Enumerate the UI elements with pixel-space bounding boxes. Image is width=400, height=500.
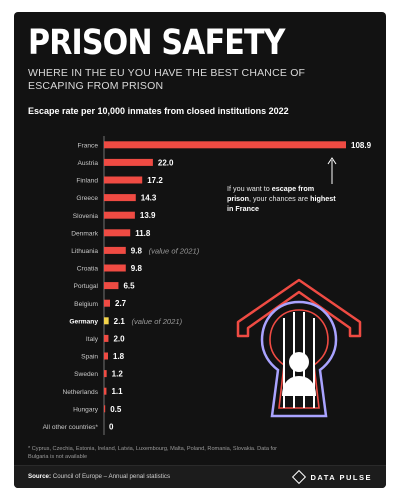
value-label: 14.3 xyxy=(141,194,157,203)
category-label: Greece xyxy=(76,195,98,202)
category-label: Denmark xyxy=(71,230,98,237)
brand-name: DATA PULSE xyxy=(310,472,372,482)
category-label: All other countries* xyxy=(43,424,99,431)
page-title: PRISON SAFETY xyxy=(28,23,285,63)
value-label: 1.1 xyxy=(111,387,123,396)
bar-netherlands xyxy=(104,387,107,395)
category-label: Belgium xyxy=(74,301,98,308)
value-label: 0.5 xyxy=(110,405,122,414)
value-label: 11.8 xyxy=(135,229,151,238)
category-label: Finland xyxy=(76,178,98,185)
bar-portugal xyxy=(104,282,119,290)
value-label: 9.8 xyxy=(131,264,143,273)
category-label: Netherlands xyxy=(62,389,98,396)
source-label: Source: xyxy=(28,473,52,480)
category-label: France xyxy=(77,142,98,149)
bar-spain xyxy=(104,352,108,360)
footer: Source: Council of Europe – Annual penal… xyxy=(14,465,386,488)
bar-italy xyxy=(104,334,109,342)
value-label: 13.9 xyxy=(140,211,156,220)
bar-belgium xyxy=(104,299,110,307)
source-value: Council of Europe – Annual penal statist… xyxy=(51,473,171,480)
category-label: Germany xyxy=(69,318,98,325)
bar-denmark xyxy=(104,229,131,237)
bar-lithuania xyxy=(104,246,126,254)
value-label: 1.8 xyxy=(113,352,125,361)
value-note: (value of 2021) xyxy=(131,317,182,326)
value-note: (value of 2021) xyxy=(149,246,200,255)
bar-hungary xyxy=(104,405,106,413)
bar-sweden xyxy=(104,370,107,378)
keyhole-frame xyxy=(260,300,338,418)
category-label: Croatia xyxy=(77,266,99,273)
value-label: 108.9 xyxy=(351,141,372,150)
category-label: Austria xyxy=(77,160,98,167)
value-label: 22.0 xyxy=(158,158,174,167)
annotation-text-2: , your chances are xyxy=(248,194,311,203)
category-label: Slovenia xyxy=(73,213,99,220)
escape-rate-bar-chart: France 108.9 Austria 22.0 Finland 17.2 Greece 1… xyxy=(43,136,372,435)
category-label: Italy xyxy=(86,336,99,343)
value-label: 0 xyxy=(109,422,114,431)
value-label: 17.2 xyxy=(147,176,163,185)
roof-shape xyxy=(236,278,362,338)
bar-greece xyxy=(104,194,136,202)
bar-france xyxy=(104,141,346,149)
person-head xyxy=(289,352,309,372)
annotation-bold-1: escape from prison xyxy=(227,184,315,203)
brand-logo: DATA PULSE xyxy=(292,469,372,485)
chart-title: Escape rate per 10,000 inmates from clos… xyxy=(28,106,289,116)
france-annotation: If you want to escape from prison, your … xyxy=(227,184,337,214)
source-text: Source: Council of Europe – Annual penal… xyxy=(28,473,170,480)
category-label: Portugal xyxy=(73,283,98,290)
bar-croatia xyxy=(104,264,126,272)
value-label: 2.1 xyxy=(114,317,126,326)
value-label: 9.8 xyxy=(131,246,143,255)
category-label: Sweden xyxy=(74,371,98,378)
value-label: 2.0 xyxy=(113,334,125,343)
value-label: 6.5 xyxy=(123,282,135,291)
prison-keyhole-icon xyxy=(236,278,362,418)
annotation-text-1: If you want to xyxy=(227,184,272,193)
footnote: * Cyprus, Czechia, Estonia, Ireland, Lat… xyxy=(28,446,278,460)
value-label: 1.2 xyxy=(112,370,124,379)
bar-austria xyxy=(104,158,153,166)
annotation-arrow xyxy=(327,157,337,184)
person-body xyxy=(282,376,316,396)
bar-germany xyxy=(104,317,109,325)
bar-slovenia xyxy=(104,211,135,219)
category-label: Spain xyxy=(81,354,98,361)
category-label: Lithuania xyxy=(71,248,98,255)
annotation-bold-2: highest in France xyxy=(227,194,336,213)
infographic-card: PRISON SAFETY WHERE IN THE EU YOU HAVE T… xyxy=(14,12,386,488)
bar-finland xyxy=(104,176,143,184)
page-subtitle: WHERE IN THE EU YOU HAVE THE BEST CHANCE… xyxy=(28,67,306,92)
keyhole-inner xyxy=(269,309,329,409)
brand-diamond-icon xyxy=(292,469,307,485)
category-label: Hungary xyxy=(73,406,99,413)
value-label: 2.7 xyxy=(115,299,127,308)
